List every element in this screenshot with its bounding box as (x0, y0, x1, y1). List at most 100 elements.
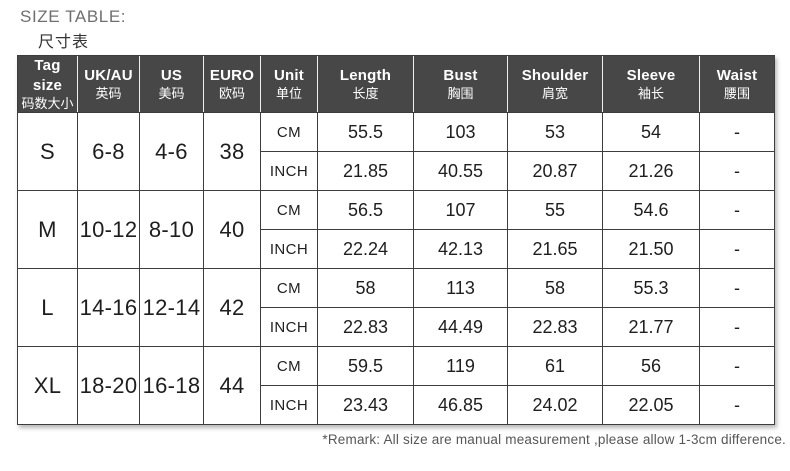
header-tag-size-en: Tag size (32, 57, 63, 94)
euro-cell: 38 (203, 112, 260, 190)
sleeve-cell: 22.05 (602, 385, 699, 424)
uk-au-cell: 14-16 (77, 268, 139, 346)
shoulder-cell: 20.87 (507, 151, 602, 190)
length-cell: 58 (317, 268, 413, 307)
shoulder-cell: 24.02 (507, 385, 602, 424)
sleeve-cell: 21.50 (602, 229, 699, 268)
waist-cell: - (699, 151, 774, 190)
header-tag-size-zh: 码数大小 (21, 96, 74, 111)
size-row-m-cm: M 10-12 8-10 40 CM 56.5 107 55 54.6 - (18, 190, 774, 268)
shoulder-cell: 53 (507, 112, 602, 151)
sleeve-cell: 54.6 (602, 190, 699, 229)
header-uk-au-zh: 英码 (95, 86, 122, 101)
header-uk-au: UK/AU 英码 (77, 56, 139, 112)
header-length-zh: 长度 (352, 86, 379, 101)
tag-size-cell: S (18, 112, 77, 190)
shoulder-cell: 22.83 (507, 307, 602, 346)
us-cell: 8-10 (139, 190, 203, 268)
uk-au-cell: 10-12 (77, 190, 139, 268)
header-us: US 美码 (139, 56, 203, 112)
waist-cell: - (699, 346, 774, 385)
unit-cell: INCH (260, 385, 317, 424)
unit-cell: CM (260, 268, 317, 307)
header-length-en: Length (339, 67, 392, 84)
header-row: Tag size 码数大小 UK/AU 英码 US 美码 EURO 欧码 Uni… (18, 56, 774, 112)
us-cell: 12-14 (139, 268, 203, 346)
header-sleeve-zh: 袖长 (637, 86, 664, 101)
header-shoulder-zh: 肩宽 (541, 86, 568, 101)
unit-cell: CM (260, 346, 317, 385)
header-sleeve: Sleeve 袖长 (602, 56, 699, 112)
length-cell: 21.85 (317, 151, 413, 190)
uk-au-cell: 18-20 (77, 346, 139, 424)
shoulder-cell: 58 (507, 268, 602, 307)
header-euro: EURO 欧码 (203, 56, 260, 112)
size-row-xl-inch: INCH 23.43 46.85 24.02 22.05 - (18, 385, 774, 424)
unit-cell: CM (260, 190, 317, 229)
header-unit-zh: 单位 (275, 86, 302, 101)
waist-cell: - (699, 307, 774, 346)
size-row-s-inch: INCH 21.85 40.55 20.87 21.26 - (18, 151, 774, 190)
header-unit-en: Unit (274, 67, 304, 84)
size-row-l-cm: L 14-16 12-14 42 CM 58 113 58 55.3 - (18, 268, 774, 346)
header-tag-size: Tag size 码数大小 (18, 56, 77, 112)
header-euro-zh: 欧码 (218, 86, 245, 101)
shoulder-cell: 55 (507, 190, 602, 229)
length-cell: 22.83 (317, 307, 413, 346)
remark-text: *Remark: All size are manual measurement… (322, 432, 786, 447)
size-row-xl-cm: XL 18-20 16-18 44 CM 59.5 119 61 56 - (18, 346, 774, 424)
bust-cell: 46.85 (413, 385, 507, 424)
header-bust-zh: 胸围 (447, 86, 474, 101)
sleeve-cell: 55.3 (602, 268, 699, 307)
bust-cell: 40.55 (413, 151, 507, 190)
bust-cell: 107 (413, 190, 507, 229)
header-waist: Waist 腰围 (699, 56, 774, 112)
bust-cell: 42.13 (413, 229, 507, 268)
size-table: Tag size 码数大小 UK/AU 英码 US 美码 EURO 欧码 Uni… (17, 55, 775, 425)
size-row-m-inch: INCH 22.24 42.13 21.65 21.50 - (18, 229, 774, 268)
page-title: SIZE TABLE: (20, 7, 127, 26)
length-cell: 22.24 (317, 229, 413, 268)
euro-cell: 44 (203, 346, 260, 424)
sleeve-cell: 54 (602, 112, 699, 151)
waist-cell: - (699, 112, 774, 151)
tag-size-cell: XL (18, 346, 77, 424)
uk-au-cell: 6-8 (77, 112, 139, 190)
bust-cell: 119 (413, 346, 507, 385)
page-subtitle: 尺寸表 (38, 34, 90, 51)
sleeve-cell: 21.26 (602, 151, 699, 190)
waist-cell: - (699, 385, 774, 424)
header-uk-au-en: UK/AU (84, 67, 133, 84)
length-cell: 23.43 (317, 385, 413, 424)
header-waist-en: Waist (716, 67, 758, 84)
header-shoulder-en: Shoulder (521, 67, 589, 84)
euro-cell: 40 (203, 190, 260, 268)
unit-cell: CM (260, 112, 317, 151)
shoulder-cell: 61 (507, 346, 602, 385)
waist-cell: - (699, 229, 774, 268)
unit-cell: INCH (260, 151, 317, 190)
sleeve-cell: 56 (602, 346, 699, 385)
unit-cell: INCH (260, 307, 317, 346)
length-cell: 59.5 (317, 346, 413, 385)
tag-size-cell: L (18, 268, 77, 346)
sleeve-cell: 21.77 (602, 307, 699, 346)
header-sleeve-en: Sleeve (626, 67, 676, 84)
bust-cell: 103 (413, 112, 507, 151)
header-us-zh: 美码 (158, 86, 185, 101)
header-bust-en: Bust (443, 67, 478, 84)
us-cell: 4-6 (139, 112, 203, 190)
bust-cell: 113 (413, 268, 507, 307)
header-bust: Bust 胸围 (413, 56, 507, 112)
header-unit: Unit 单位 (260, 56, 317, 112)
header-shoulder: Shoulder 肩宽 (507, 56, 602, 112)
bust-cell: 44.49 (413, 307, 507, 346)
waist-cell: - (699, 268, 774, 307)
shoulder-cell: 21.65 (507, 229, 602, 268)
header-length: Length 长度 (317, 56, 413, 112)
size-row-s-cm: S 6-8 4-6 38 CM 55.5 103 53 54 - (18, 112, 774, 190)
unit-cell: INCH (260, 229, 317, 268)
tag-size-cell: M (18, 190, 77, 268)
waist-cell: - (699, 190, 774, 229)
length-cell: 56.5 (317, 190, 413, 229)
